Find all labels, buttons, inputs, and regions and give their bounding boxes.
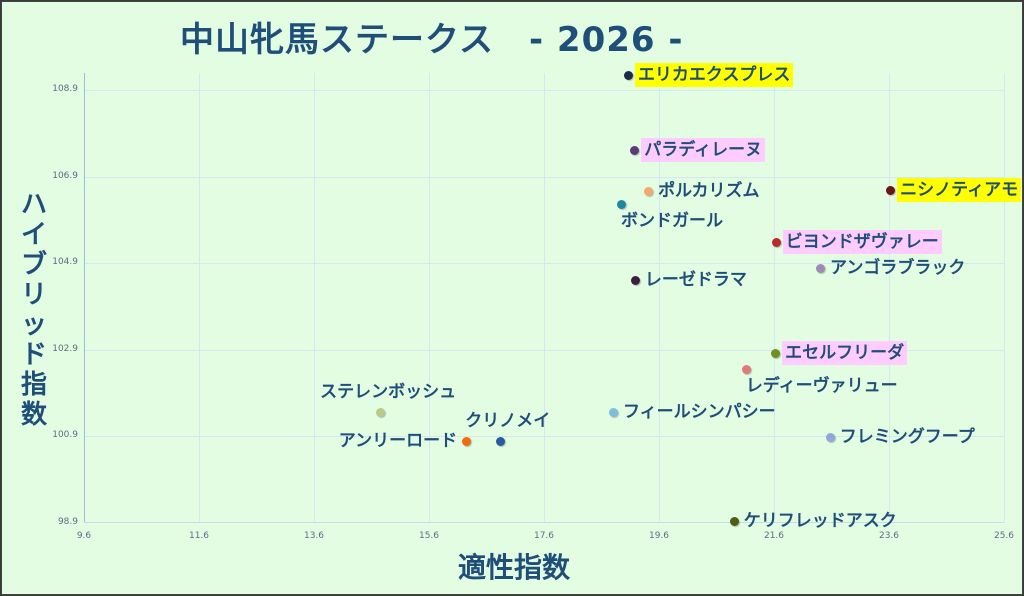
x-gridline	[659, 73, 660, 523]
y-axis-line	[84, 73, 85, 523]
x-axis-line	[84, 522, 1004, 523]
data-point[interactable]	[609, 408, 618, 418]
x-tick-label: 21.6	[763, 531, 785, 541]
x-gridline	[889, 73, 890, 523]
data-point-label: フィールシンパシー	[623, 402, 776, 423]
y-gridline	[84, 90, 1004, 91]
x-gridline	[199, 73, 200, 523]
x-gridline	[314, 73, 315, 523]
x-tick-label: 19.6	[648, 531, 670, 541]
y-tick-label: 100.9	[52, 430, 78, 441]
x-tick-label: 17.6	[533, 531, 555, 541]
data-point[interactable]	[816, 263, 825, 273]
x-gridline	[429, 73, 430, 523]
data-point-label: エセルフリーダ	[782, 340, 908, 365]
data-point-label: フレミングフープ	[839, 426, 975, 447]
data-point-label: ステレンボッシュ	[320, 382, 457, 403]
data-point-label: レディーヴァリュー	[745, 375, 898, 396]
x-tick-label: 25.6	[993, 531, 1015, 541]
data-point-label: ポルカリズム	[658, 180, 760, 201]
data-point[interactable]	[461, 437, 471, 447]
x-axis-label: 適性指数	[457, 551, 570, 584]
x-tick-label: 15.6	[418, 531, 440, 541]
data-point[interactable]	[771, 348, 781, 358]
y-gridline	[84, 349, 1004, 351]
y-gridline	[84, 436, 1004, 438]
x-tick-label: 23.6	[878, 531, 900, 541]
data-point-label: レーゼドラマ	[644, 270, 747, 291]
y-axis-label: ハイブリッド指数	[20, 190, 47, 430]
data-point[interactable]	[729, 516, 739, 526]
y-tick-label: 106.9	[52, 170, 78, 181]
data-point[interactable]	[630, 276, 640, 286]
data-point-label: ボンドガール	[621, 210, 724, 231]
x-gridline	[1004, 73, 1005, 523]
chart-title: 中山牝馬ステークス - 2026 -	[180, 20, 684, 60]
x-tick-label: 9.6	[76, 531, 92, 541]
data-point-label: ニシノティアモ	[897, 178, 1022, 203]
data-point-label: パラディレーヌ	[641, 138, 766, 163]
plot-area: エリカエクスプレスパラディレーヌポルカリズムボンドガール ニシノティアモビヨンドザ…	[84, 62, 1022, 531]
data-point-label: クリノメイ	[465, 411, 551, 432]
y-tick-label: 98.9	[57, 517, 78, 527]
data-point[interactable]	[617, 199, 627, 209]
y-tick-label: 104.9	[52, 257, 78, 268]
y-gridline	[84, 263, 1004, 265]
data-point[interactable]	[644, 186, 654, 196]
x-tick-label: 13.6	[303, 531, 325, 541]
data-point[interactable]	[623, 70, 633, 80]
data-point[interactable]	[630, 146, 640, 156]
data-point-label: ビヨンドザヴァレー	[782, 229, 942, 254]
data-point[interactable]	[771, 237, 781, 247]
data-point[interactable]	[825, 432, 835, 442]
data-point[interactable]	[376, 408, 386, 418]
x-tick-label: 11.6	[188, 531, 210, 541]
data-point[interactable]	[886, 186, 896, 196]
data-point[interactable]	[741, 364, 751, 374]
x-gridline	[544, 73, 545, 523]
y-tick-label: 102.9	[52, 343, 78, 354]
y-tick-label: 108.9	[52, 84, 78, 94]
data-point-label: アンゴラブラック	[830, 257, 966, 278]
x-gridline	[774, 73, 775, 523]
y-gridline	[84, 176, 1004, 178]
data-point-label: アンリーロード	[338, 431, 458, 452]
data-point[interactable]	[495, 437, 505, 447]
data-point-label: ケリフレッドアスク	[743, 510, 897, 531]
data-point-label: エリカエクスプレス	[634, 62, 794, 87]
